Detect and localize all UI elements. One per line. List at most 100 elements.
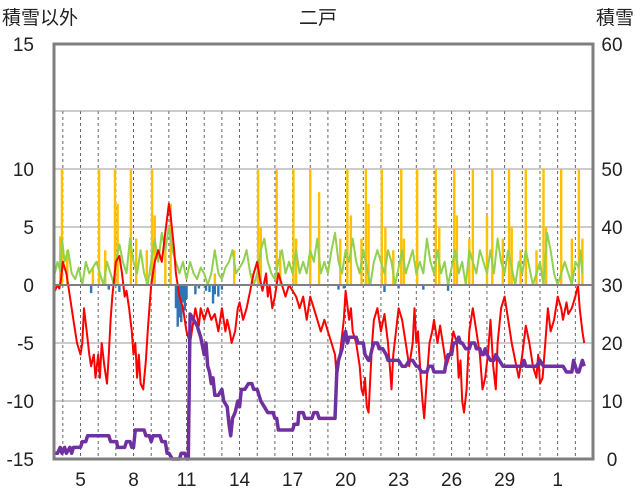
bar — [279, 250, 282, 285]
bar — [60, 169, 64, 285]
x-tick-label: 8 — [128, 470, 139, 491]
plot-frame — [52, 42, 595, 461]
bar — [455, 215, 459, 285]
bar — [208, 285, 211, 292]
y-tick-label-right: 0 — [607, 450, 618, 471]
bar — [164, 238, 167, 285]
y-tick-label-left: 15 — [13, 35, 34, 56]
bar — [415, 169, 419, 285]
x-tick-label: 26 — [441, 470, 462, 491]
bar — [134, 238, 138, 285]
bar — [89, 285, 93, 294]
bar — [422, 285, 425, 290]
bar — [542, 169, 545, 285]
bar — [176, 285, 179, 327]
bar — [174, 285, 178, 309]
left-axis-title: 積雪以外 — [2, 7, 78, 29]
y-tick-label-right: 20 — [601, 334, 622, 355]
bar — [453, 169, 456, 285]
y-tick-label-left: -5 — [17, 334, 34, 355]
bar — [337, 285, 340, 290]
y-tick-label-right: 50 — [601, 160, 622, 181]
x-tick-label: 5 — [75, 470, 86, 491]
x-tick-label: 17 — [282, 470, 303, 491]
bar — [507, 169, 511, 285]
chart-title: 二戸 — [299, 8, 337, 29]
bar — [380, 169, 384, 285]
y-tick-label-left: -15 — [7, 450, 34, 471]
bar — [317, 192, 321, 285]
bar — [346, 169, 349, 285]
bar — [275, 169, 278, 285]
y-tick-label-right: 30 — [601, 276, 622, 297]
bar — [150, 169, 154, 285]
bar — [197, 285, 201, 289]
bar — [342, 285, 346, 289]
bar — [107, 285, 110, 290]
bar — [400, 169, 403, 285]
bar — [178, 285, 181, 318]
y-tick-label-right: 40 — [601, 218, 622, 239]
bar — [220, 285, 224, 290]
bar — [213, 285, 217, 295]
bar — [97, 169, 101, 285]
bar — [471, 169, 475, 285]
bar — [256, 169, 260, 285]
bar — [309, 169, 312, 285]
bar — [292, 169, 295, 285]
bar — [524, 169, 528, 285]
bar — [91, 267, 95, 285]
bar — [185, 285, 188, 299]
bar — [145, 250, 148, 285]
bar — [535, 250, 538, 285]
bar — [116, 203, 119, 285]
bar — [559, 169, 563, 285]
bar — [294, 238, 298, 285]
bar — [118, 285, 121, 292]
bar — [485, 215, 489, 285]
series-line — [53, 226, 584, 286]
bar — [66, 250, 69, 285]
bar — [491, 169, 494, 285]
x-tick-label: 14 — [229, 470, 251, 491]
bar — [510, 227, 513, 285]
bar — [364, 169, 368, 285]
x-tick-label: 1 — [552, 470, 563, 491]
bar — [213, 273, 217, 285]
bar — [434, 169, 437, 285]
y-tick-label-left: 10 — [13, 160, 34, 181]
y-tick-label-right: 10 — [601, 392, 622, 413]
bar — [339, 238, 342, 285]
bar — [570, 238, 573, 285]
x-tick-label: 23 — [388, 470, 409, 491]
y-tick-label-left: -10 — [7, 392, 34, 413]
y-tick-label-left: 0 — [23, 276, 34, 297]
x-tick-label: 20 — [335, 470, 356, 491]
y-tick-label-right: 60 — [601, 35, 622, 56]
bar — [181, 285, 185, 303]
bar — [383, 285, 386, 292]
bar — [501, 238, 505, 285]
bar — [468, 238, 471, 285]
x-tick-label: 29 — [494, 470, 515, 491]
series-line — [54, 312, 586, 461]
bar — [367, 203, 370, 285]
line-series — [53, 202, 586, 461]
bar — [194, 285, 197, 295]
right-axis-title: 積雪 — [596, 7, 634, 29]
bar — [204, 285, 208, 291]
bar — [211, 285, 215, 304]
series-line — [53, 202, 586, 420]
bar — [183, 285, 186, 311]
bar — [129, 169, 133, 285]
bar — [384, 227, 387, 285]
bar — [446, 285, 450, 291]
bar — [217, 285, 220, 297]
bar — [153, 215, 156, 285]
x-tick-label: 11 — [177, 470, 197, 491]
y-tick-label-left: 5 — [23, 218, 34, 239]
bar — [397, 285, 400, 289]
bar — [577, 169, 581, 285]
